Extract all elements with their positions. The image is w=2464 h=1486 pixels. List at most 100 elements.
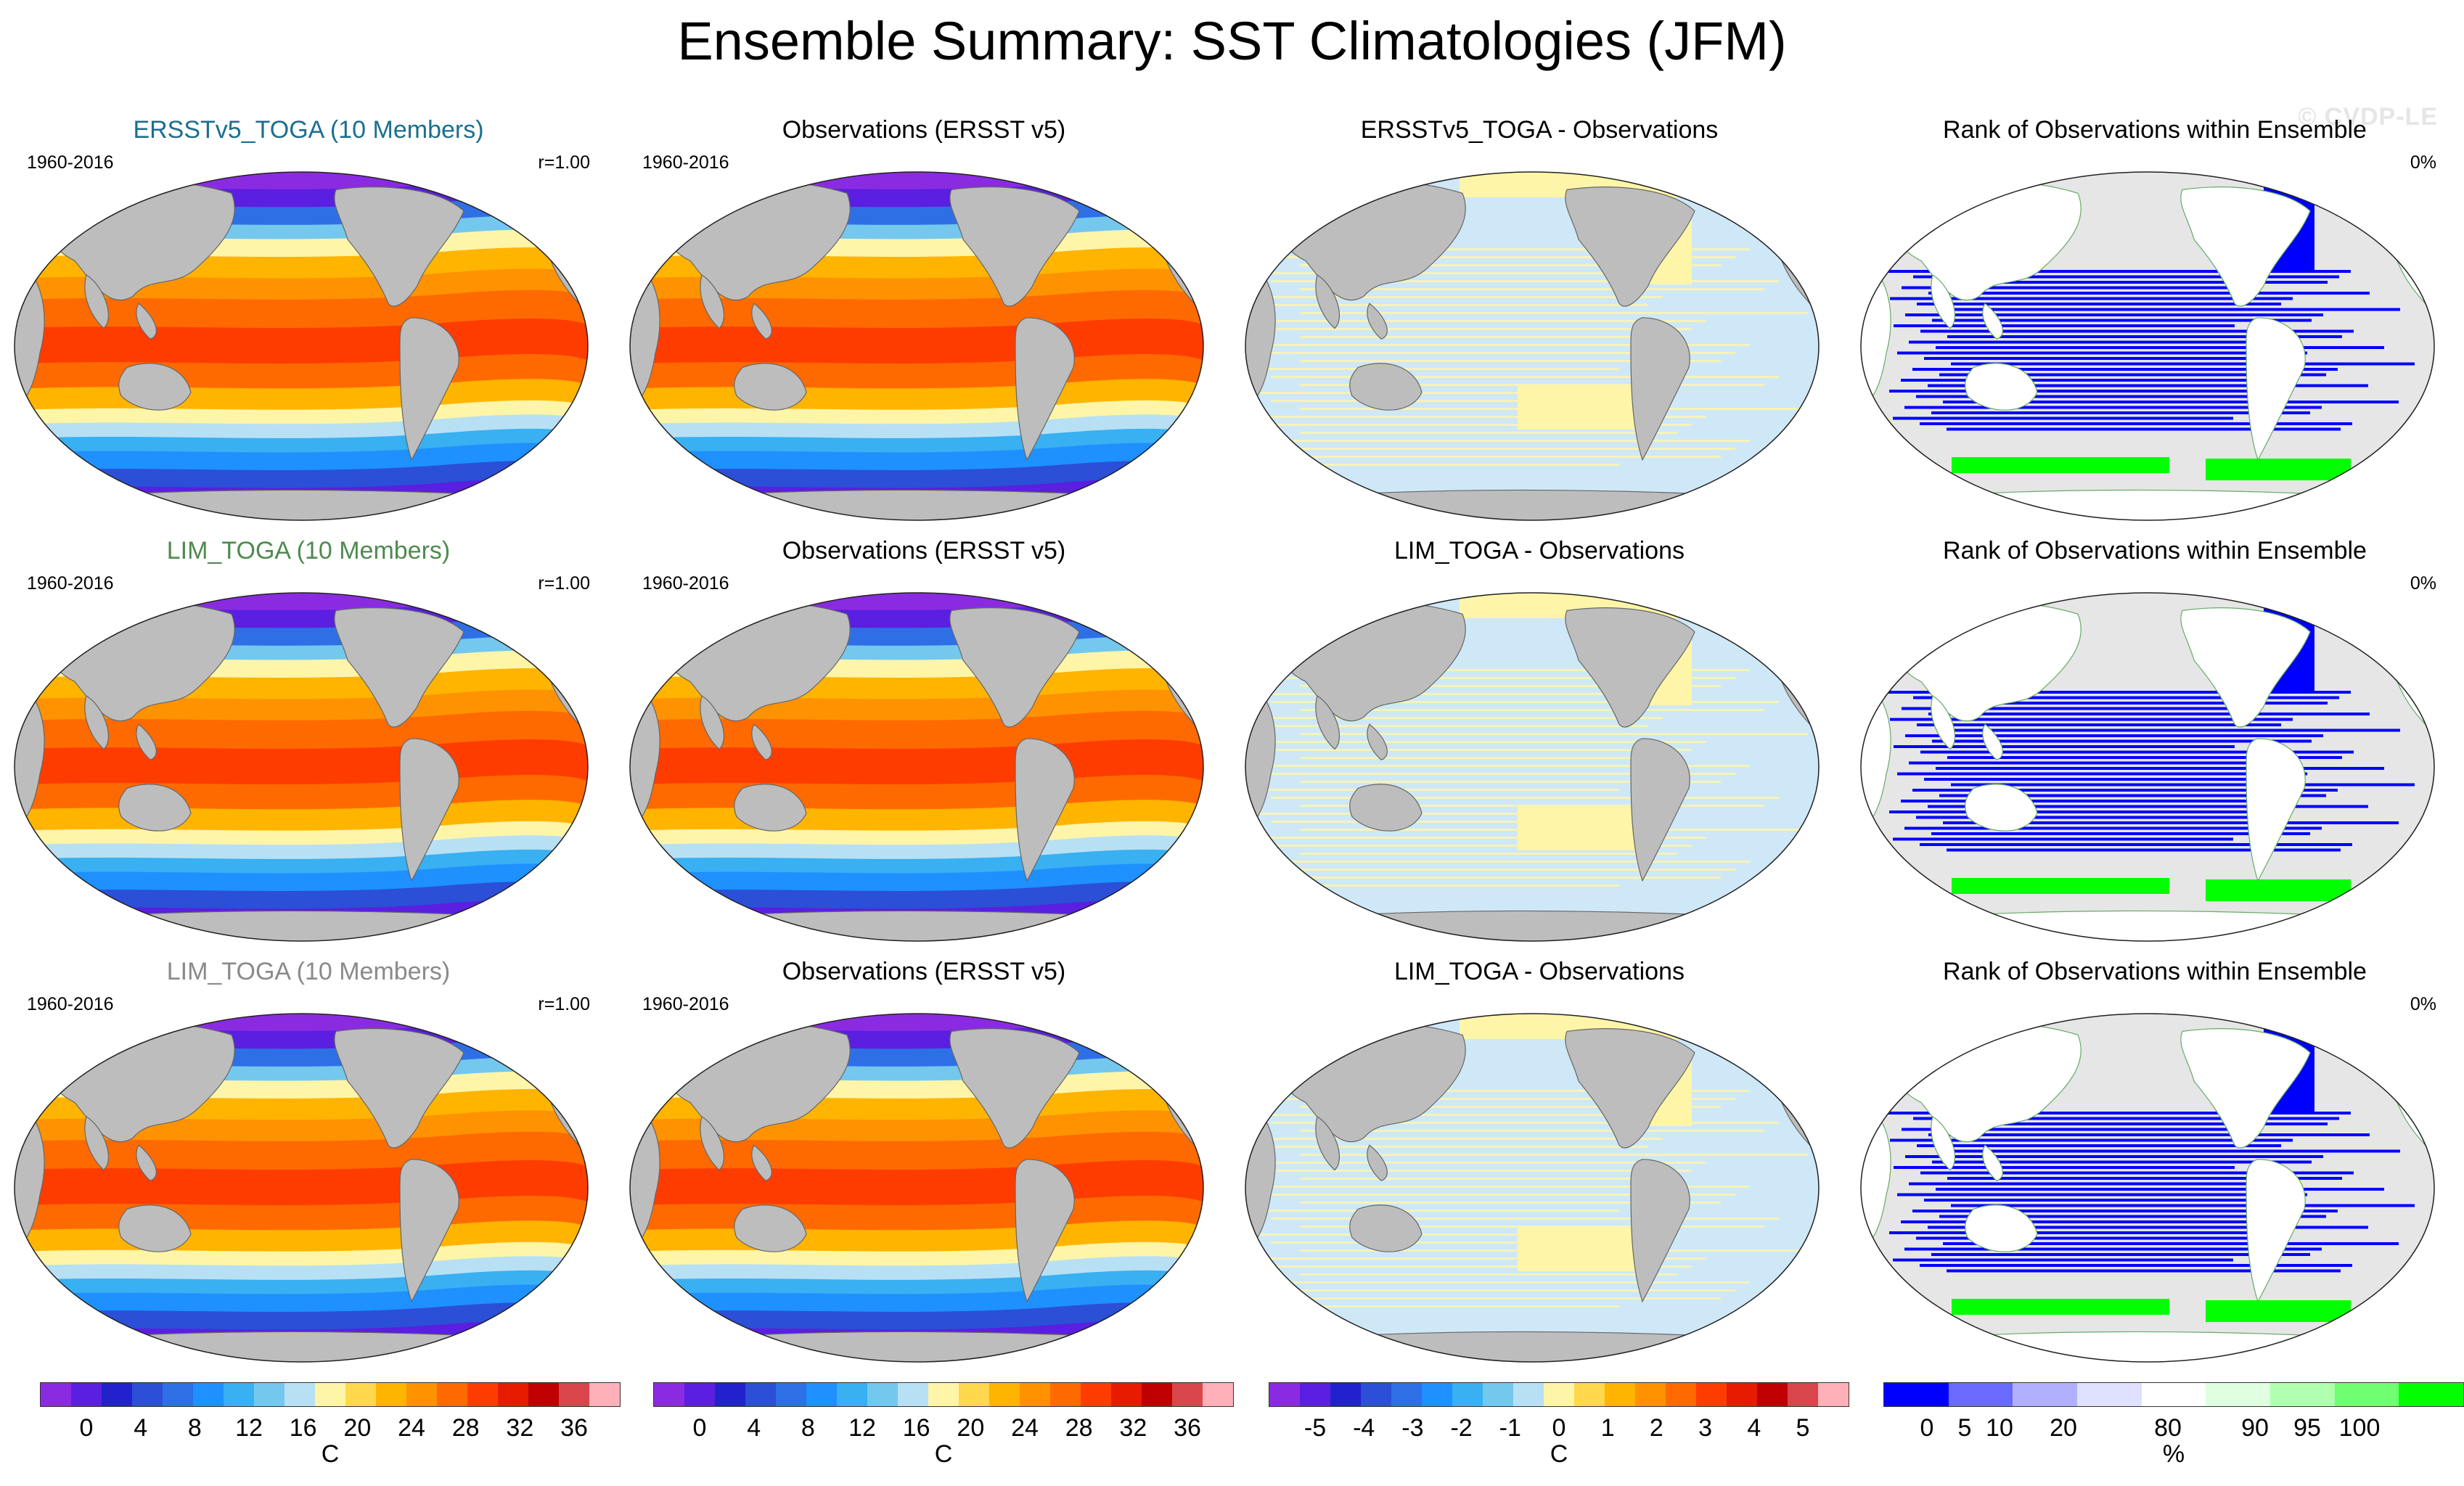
colorbar-rank: 0 5 10 20 80 90 95 100% xyxy=(1883,1382,2464,1469)
sst-map xyxy=(626,168,1207,528)
colorbar-swatches xyxy=(40,1382,621,1407)
period-label: 1960-2016 xyxy=(642,994,729,1014)
colorbar-swatch xyxy=(2013,1383,2078,1406)
figure-title: Ensemble Summary: SST Climatologies (JFM… xyxy=(677,11,1787,71)
colorbar-swatch xyxy=(837,1383,867,1406)
colorbar-tick-label: -3 xyxy=(1401,1414,1424,1442)
colorbar-swatch xyxy=(928,1383,959,1406)
panel-title: Observations (ERSST v5) xyxy=(782,958,1066,985)
colorbar-swatch xyxy=(345,1383,376,1406)
colorbar-swatch xyxy=(71,1383,102,1406)
colorbar-tick-label: 24 xyxy=(398,1414,425,1442)
panel-rank-row1: Rank of Observations within Ensemble 0% xyxy=(1857,116,2452,537)
colorbar-swatch xyxy=(163,1383,193,1406)
colorbar-swatch xyxy=(898,1383,928,1406)
colorbar-tick-label: 100 xyxy=(2338,1414,2381,1442)
panel-title: Observations (ERSST v5) xyxy=(782,116,1066,144)
colorbar-sst-1: 0 4 8 12 16 20 24 28 32 36 C xyxy=(40,1382,621,1469)
colorbar-swatch xyxy=(498,1383,528,1406)
panel-diff-row2: LIM_TOGA - Observations xyxy=(1242,537,1837,958)
colorbar-swatch xyxy=(528,1383,559,1406)
colorbar-tick-label: 80 xyxy=(2154,1414,2182,1442)
colorbar-tick-label: 20 xyxy=(343,1414,372,1442)
colorbar-tick-label: 4 xyxy=(1747,1414,1761,1442)
colorbar-tick-label: 28 xyxy=(451,1414,480,1442)
colorbar-swatch xyxy=(1081,1383,1111,1406)
panel-model-row2: LIM_TOGA (10 Members) 1960-2016 r=1.00 xyxy=(11,537,606,958)
colorbar-tick-label: 36 xyxy=(1174,1414,1201,1442)
colorbar-tick-label: 0 xyxy=(1920,1414,1934,1442)
colorbar-swatch xyxy=(437,1383,467,1406)
colorbar-tick-label: 12 xyxy=(848,1414,876,1442)
panel-obs-row3: Observations (ERSST v5) 1960-2016 xyxy=(626,958,1221,1379)
diff-map xyxy=(1242,589,1822,948)
colorbar-tick-label: 0 xyxy=(79,1414,94,1442)
colorbar-swatch xyxy=(1788,1383,1818,1406)
period-label: 1960-2016 xyxy=(642,152,729,173)
colorbar-swatches xyxy=(1269,1382,1849,1407)
colorbar-tick-label: 36 xyxy=(560,1414,588,1442)
colorbar-tick-label: 8 xyxy=(187,1414,202,1442)
panel-title: Rank of Observations within Ensemble xyxy=(1943,958,2367,985)
panel-title: ERSSTv5_TOGA (10 Members) xyxy=(133,116,484,144)
colorbar-unit: C xyxy=(1550,1440,1568,1468)
colorbar-swatch xyxy=(1544,1383,1574,1406)
colorbar-tick-label: 2 xyxy=(1649,1414,1663,1442)
colorbar-swatch xyxy=(193,1383,224,1406)
colorbar-diff: -5 -4 -3 -2 -1 0 1 2 3 4 5 C xyxy=(1269,1382,1849,1469)
panel-rank-row3: Rank of Observations within Ensemble 0% xyxy=(1857,958,2452,1379)
colorbar-swatch xyxy=(1483,1383,1513,1406)
period-label: 1960-2016 xyxy=(27,152,114,173)
sst-map xyxy=(11,589,592,948)
colorbar-tick-label: 32 xyxy=(1119,1414,1147,1442)
colorbar-swatch xyxy=(1142,1383,1172,1406)
colorbar-swatch xyxy=(806,1383,837,1406)
colorbar-swatch xyxy=(1361,1383,1391,1406)
pattern-correlation: r=1.00 xyxy=(538,573,590,594)
colorbar-swatch xyxy=(254,1383,285,1406)
colorbar-swatch xyxy=(1574,1383,1605,1406)
colorbar-swatch xyxy=(224,1383,254,1406)
colorbar-sst-2: 0 4 8 12 16 20 24 28 32 36 C xyxy=(653,1382,1234,1469)
colorbar-swatch xyxy=(589,1383,620,1406)
colorbar-swatch xyxy=(654,1383,684,1406)
colorbar-tick-label: 1 xyxy=(1600,1414,1615,1442)
colorbar-swatches xyxy=(1883,1382,2464,1407)
colorbar-tick-label: 16 xyxy=(289,1414,317,1442)
colorbar-swatch xyxy=(1330,1383,1361,1406)
rank-map xyxy=(1857,589,2438,948)
colorbar-swatch xyxy=(1111,1383,1142,1406)
panel-title: Observations (ERSST v5) xyxy=(782,537,1066,565)
colorbar-swatch xyxy=(102,1383,132,1406)
colorbar-swatch xyxy=(2141,1383,2206,1406)
colorbar-tick-label: -5 xyxy=(1303,1414,1327,1442)
panel-title: Rank of Observations within Ensemble xyxy=(1943,116,2367,144)
colorbar-swatches xyxy=(653,1382,1234,1407)
colorbar-tick-label: 16 xyxy=(902,1414,930,1442)
colorbar-swatch xyxy=(715,1383,745,1406)
colorbar-swatch xyxy=(1452,1383,1483,1406)
panel-diff-row3: LIM_TOGA - Observations xyxy=(1242,958,1837,1379)
colorbar-tick-label: 95 xyxy=(2293,1414,2321,1442)
colorbar-swatch xyxy=(1300,1383,1330,1406)
colorbar-swatch xyxy=(1020,1383,1050,1406)
colorbar-swatch xyxy=(2399,1383,2464,1406)
rank-map xyxy=(1857,168,2438,528)
panel-title: LIM_TOGA (10 Members) xyxy=(166,958,451,985)
colorbar-swatch xyxy=(1884,1383,1949,1406)
panel-title: LIM_TOGA - Observations xyxy=(1394,537,1685,565)
pattern-correlation: r=1.00 xyxy=(538,994,590,1014)
colorbar-swatch xyxy=(1050,1383,1081,1406)
colorbar-swatch xyxy=(2206,1383,2271,1406)
colorbar-unit: C xyxy=(934,1440,953,1468)
period-label: 1960-2016 xyxy=(642,573,729,594)
colorbar-tick-label: 3 xyxy=(1698,1414,1713,1442)
colorbar-swatch xyxy=(285,1383,315,1406)
colorbar-tick-label: 12 xyxy=(235,1414,263,1442)
panel-rank-row2: Rank of Observations within Ensemble 0% xyxy=(1857,537,2452,958)
colorbar-swatch xyxy=(2270,1383,2335,1406)
panel-model-row1: ERSSTv5_TOGA (10 Members) 1960-2016 r=1.00 xyxy=(11,116,606,537)
panel-obs-row2: Observations (ERSST v5) 1960-2016 xyxy=(626,537,1221,958)
colorbar-tick-label: 90 xyxy=(2241,1414,2269,1442)
colorbar-swatch xyxy=(1422,1383,1452,1406)
